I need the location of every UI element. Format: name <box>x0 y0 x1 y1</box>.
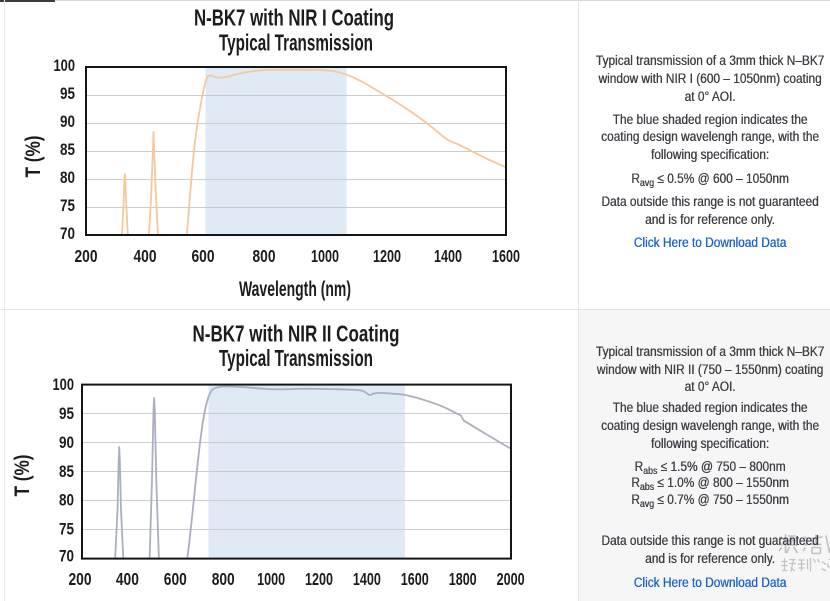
svg-text:200: 200 <box>69 569 92 589</box>
svg-text:N-BK7 with NIR II Coating: N-BK7 with NIR II Coating <box>193 321 400 347</box>
svg-text:1200: 1200 <box>305 569 333 589</box>
svg-text:600: 600 <box>164 569 187 589</box>
svg-text:100: 100 <box>54 56 76 75</box>
svg-text:800: 800 <box>253 246 276 266</box>
svg-text:N-BK7 with NIR I Coating: N-BK7 with NIR I Coating <box>194 5 394 31</box>
svg-text:1600: 1600 <box>401 569 429 589</box>
svg-text:Typical Transmission: Typical Transmission <box>219 29 373 55</box>
svg-text:95: 95 <box>59 404 74 423</box>
svg-text:1200: 1200 <box>373 246 401 266</box>
svg-text:90: 90 <box>60 112 75 131</box>
svg-text:75: 75 <box>60 196 75 215</box>
svg-text:Wavelength (nm): Wavelength (nm) <box>239 278 351 301</box>
svg-text:1800: 1800 <box>449 569 477 589</box>
svg-text:85: 85 <box>60 140 75 159</box>
svg-text:T (%): T (%) <box>22 136 45 178</box>
svg-text:T (%): T (%) <box>11 455 34 497</box>
svg-text:90: 90 <box>59 433 74 452</box>
svg-text:600: 600 <box>192 246 215 266</box>
svg-text:80: 80 <box>59 491 74 510</box>
svg-text:1400: 1400 <box>434 246 462 266</box>
svg-text:2000: 2000 <box>497 569 525 589</box>
svg-text:800: 800 <box>212 569 235 589</box>
svg-text:100: 100 <box>53 375 75 394</box>
svg-text:200: 200 <box>75 246 98 266</box>
svg-text:70: 70 <box>60 224 75 243</box>
svg-text:1000: 1000 <box>257 569 285 589</box>
svg-text:400: 400 <box>134 246 157 266</box>
svg-text:70: 70 <box>59 547 74 566</box>
svg-text:1600: 1600 <box>492 246 520 266</box>
svg-text:85: 85 <box>59 462 74 481</box>
svg-text:75: 75 <box>59 520 74 539</box>
svg-text:1400: 1400 <box>353 569 381 589</box>
svg-text:1000: 1000 <box>311 246 339 266</box>
svg-text:80: 80 <box>60 168 75 187</box>
svg-text:400: 400 <box>116 569 139 589</box>
svg-text:95: 95 <box>60 84 75 103</box>
svg-text:Typical Transmission: Typical Transmission <box>219 345 373 371</box>
